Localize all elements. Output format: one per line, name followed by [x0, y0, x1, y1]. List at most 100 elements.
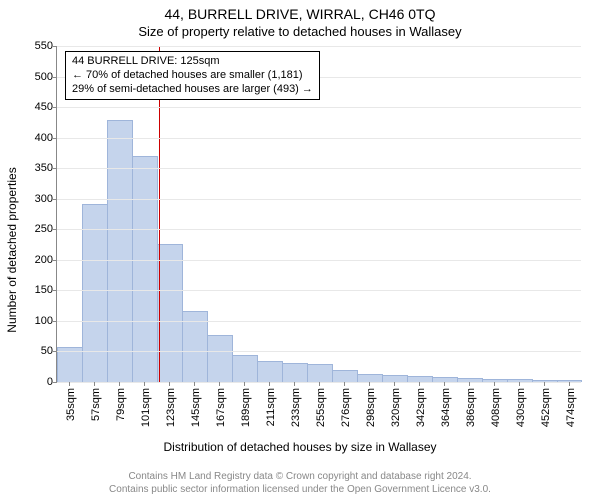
- xtick-mark: [269, 382, 270, 386]
- xtick-mark: [419, 382, 420, 386]
- xtick-label: 79sqm: [115, 388, 127, 421]
- xtick-label: 386sqm: [465, 388, 477, 427]
- xtick-label: 474sqm: [565, 388, 577, 427]
- ytick-mark: [53, 382, 57, 383]
- gridline-h: [57, 260, 581, 261]
- xtick-label: 276sqm: [340, 388, 352, 427]
- xtick-label: 57sqm: [90, 388, 102, 421]
- ytick-mark: [53, 351, 57, 352]
- xtick-mark: [94, 382, 95, 386]
- gridline-h: [57, 351, 581, 352]
- ytick-mark: [53, 107, 57, 108]
- attribution-line-1: Contains HM Land Registry data © Crown c…: [0, 471, 600, 484]
- gridline-h: [57, 229, 581, 230]
- ytick-mark: [53, 290, 57, 291]
- bar: [57, 347, 83, 382]
- ytick-label: 300: [35, 193, 53, 205]
- ytick-label: 400: [35, 132, 53, 144]
- xtick-mark: [519, 382, 520, 386]
- bar: [282, 363, 308, 382]
- xtick-mark: [369, 382, 370, 386]
- ytick-label: 550: [35, 40, 53, 52]
- ytick-mark: [53, 199, 57, 200]
- annotation-box: 44 BURRELL DRIVE: 125sqm ← 70% of detach…: [65, 51, 320, 100]
- bar: [332, 370, 358, 382]
- bar: [207, 335, 233, 382]
- xtick-mark: [394, 382, 395, 386]
- xtick-mark: [469, 382, 470, 386]
- xtick-label: 123sqm: [165, 388, 177, 427]
- ytick-label: 50: [41, 345, 53, 357]
- xtick-label: 342sqm: [415, 388, 427, 427]
- bar: [257, 361, 283, 382]
- bar: [132, 156, 158, 382]
- xtick-mark: [344, 382, 345, 386]
- attribution: Contains HM Land Registry data © Crown c…: [0, 471, 600, 496]
- gridline-h: [57, 107, 581, 108]
- annotation-line-1: 44 BURRELL DRIVE: 125sqm: [72, 55, 313, 69]
- xtick-mark: [144, 382, 145, 386]
- xtick-label: 430sqm: [515, 388, 527, 427]
- y-axis-label: Number of detached properties: [5, 150, 19, 350]
- bar: [307, 364, 333, 382]
- xtick-mark: [194, 382, 195, 386]
- ytick-mark: [53, 321, 57, 322]
- bar: [357, 374, 383, 382]
- gridline-h: [57, 321, 581, 322]
- xtick-mark: [119, 382, 120, 386]
- gridline-h: [57, 138, 581, 139]
- xtick-label: 320sqm: [390, 388, 402, 427]
- gridline-h: [57, 46, 581, 47]
- xtick-mark: [444, 382, 445, 386]
- xtick-label: 255sqm: [315, 388, 327, 427]
- ytick-label: 100: [35, 315, 53, 327]
- ytick-label: 350: [35, 162, 53, 174]
- gridline-h: [57, 168, 581, 169]
- ytick-label: 250: [35, 223, 53, 235]
- xtick-label: 189sqm: [240, 388, 252, 427]
- bar: [107, 120, 133, 382]
- xtick-label: 167sqm: [215, 388, 227, 427]
- ytick-label: 450: [35, 101, 53, 113]
- xtick-mark: [219, 382, 220, 386]
- ytick-label: 200: [35, 254, 53, 266]
- gridline-h: [57, 199, 581, 200]
- xtick-label: 452sqm: [540, 388, 552, 427]
- bar: [157, 244, 183, 382]
- ytick-mark: [53, 138, 57, 139]
- xtick-label: 233sqm: [290, 388, 302, 427]
- xtick-mark: [244, 382, 245, 386]
- ytick-mark: [53, 77, 57, 78]
- xtick-label: 101sqm: [140, 388, 152, 427]
- bar: [82, 204, 108, 382]
- ytick-mark: [53, 229, 57, 230]
- xtick-label: 364sqm: [440, 388, 452, 427]
- ytick-label: 150: [35, 284, 53, 296]
- ytick-label: 500: [35, 71, 53, 83]
- ytick-label: 0: [47, 376, 53, 388]
- xtick-label: 211sqm: [265, 388, 277, 426]
- xtick-mark: [544, 382, 545, 386]
- ytick-mark: [53, 260, 57, 261]
- xtick-label: 145sqm: [190, 388, 202, 427]
- annotation-line-3: 29% of semi-detached houses are larger (…: [72, 83, 313, 97]
- xtick-mark: [294, 382, 295, 386]
- ytick-mark: [53, 168, 57, 169]
- xtick-mark: [494, 382, 495, 386]
- attribution-line-2: Contains public sector information licen…: [0, 484, 600, 497]
- page-title: 44, BURRELL DRIVE, WIRRAL, CH46 0TQ: [0, 6, 600, 22]
- xtick-mark: [319, 382, 320, 386]
- bar: [232, 355, 258, 382]
- xtick-mark: [569, 382, 570, 386]
- gridline-h: [57, 290, 581, 291]
- annotation-line-2: ← 70% of detached houses are smaller (1,…: [72, 69, 313, 83]
- ytick-mark: [53, 46, 57, 47]
- xtick-mark: [69, 382, 70, 386]
- xtick-mark: [169, 382, 170, 386]
- xtick-label: 298sqm: [365, 388, 377, 427]
- xtick-label: 35sqm: [65, 388, 77, 421]
- page-subtitle: Size of property relative to detached ho…: [0, 24, 600, 39]
- x-axis-label: Distribution of detached houses by size …: [0, 440, 600, 454]
- xtick-label: 408sqm: [490, 388, 502, 427]
- chart-container: 44, BURRELL DRIVE, WIRRAL, CH46 0TQ Size…: [0, 0, 600, 500]
